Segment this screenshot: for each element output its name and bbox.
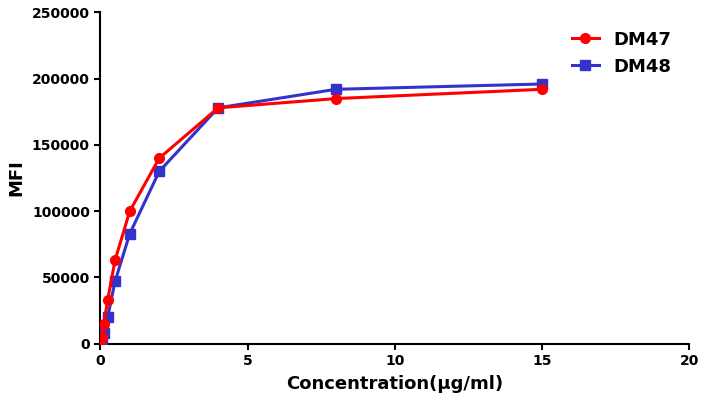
DM48 (538, 82, 546, 86)
DM48 (214, 106, 222, 110)
DM48 (332, 87, 340, 92)
DM48 (111, 279, 119, 284)
Line: DM47: DM47 (95, 84, 547, 348)
DM47 (155, 156, 164, 160)
DM47 (332, 96, 340, 101)
DM48 (104, 315, 112, 320)
DM47 (96, 341, 104, 346)
DM48 (100, 331, 108, 336)
DM47 (538, 87, 546, 92)
Y-axis label: MFI: MFI (7, 160, 25, 196)
DM47 (126, 209, 134, 214)
DM47 (104, 298, 112, 302)
X-axis label: Concentration(μg/ml): Concentration(μg/ml) (286, 375, 503, 393)
DM47 (98, 335, 107, 340)
Legend: DM47, DM48: DM47, DM48 (563, 22, 681, 85)
DM47 (100, 322, 108, 326)
DM47 (214, 106, 222, 110)
DM48 (96, 341, 104, 346)
DM47 (111, 258, 119, 263)
Line: DM48: DM48 (95, 79, 547, 348)
DM48 (126, 231, 134, 236)
DM48 (98, 339, 107, 344)
DM48 (155, 169, 164, 174)
